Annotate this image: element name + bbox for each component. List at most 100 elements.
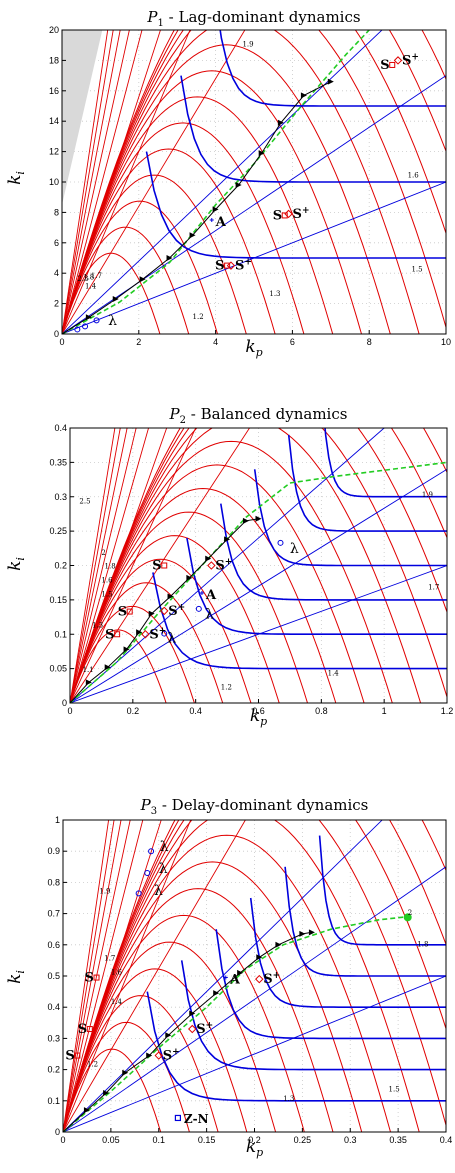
y-tick-label: 0.1 xyxy=(47,1096,60,1106)
y-tick-label: 0.4 xyxy=(54,423,67,433)
panel-3: 1.21.31.41.51.61.71.81.92S S+S S+S S+AλλλZ-… xyxy=(5,796,452,1159)
point-A-label: A xyxy=(229,973,241,988)
tuning-marker xyxy=(277,119,284,126)
arc-label: 1.4 xyxy=(85,282,97,290)
point-S-marker xyxy=(86,1026,93,1033)
y-tick-label: 12 xyxy=(49,147,59,157)
iso-curve-red xyxy=(63,820,446,1132)
tuning-marker xyxy=(165,1032,172,1039)
point-S-label: S xyxy=(65,1049,74,1064)
x-tick-label: 6 xyxy=(290,337,295,347)
iso-ray-red xyxy=(62,30,109,334)
tuning-marker xyxy=(258,150,265,157)
x-tick-label: 1.2 xyxy=(441,706,454,716)
iso-curve-red xyxy=(70,428,422,703)
iso-ray-red xyxy=(70,428,128,703)
arc-label: 1.8 xyxy=(417,940,428,948)
iso-curve-red xyxy=(70,487,337,703)
x-tick-label: 1 xyxy=(382,706,387,716)
point-A-label: A xyxy=(215,215,227,230)
x-tick-label: 0.35 xyxy=(389,1135,407,1145)
iso-curve-red xyxy=(63,820,420,1132)
tuning-path xyxy=(70,518,259,703)
lambda-ray xyxy=(62,181,446,334)
iso-curve-red xyxy=(70,605,195,703)
iso-ray-red xyxy=(62,30,143,334)
iso-curve-red xyxy=(63,941,277,1132)
x-tick-label: 0.6 xyxy=(252,706,265,716)
tuning-marker xyxy=(224,536,231,543)
iso-curve-red xyxy=(62,226,190,334)
x-tick-label: 0.2 xyxy=(127,706,140,716)
iso-level-blue xyxy=(284,866,446,977)
iso-ray-red xyxy=(63,820,122,1132)
y-tick-label: 0.7 xyxy=(47,909,60,919)
y-tick-label: 0.2 xyxy=(54,561,67,571)
point-S-marker xyxy=(160,606,169,616)
point-A-marker xyxy=(209,218,214,222)
tuning-path xyxy=(62,81,332,334)
point-S-plus-label: S+ xyxy=(263,971,280,987)
zn-label: Z-N xyxy=(184,1112,209,1126)
lambda-ray xyxy=(70,565,447,703)
tuning-marker xyxy=(213,990,220,997)
tuning-marker xyxy=(166,255,173,261)
lambda-ray xyxy=(63,975,446,1132)
iso-level-blue xyxy=(324,428,447,498)
arc-label: 1.2 xyxy=(193,313,204,321)
lambda-point xyxy=(93,317,100,324)
iso-level-blue xyxy=(180,960,446,1071)
x-tick-label: 0.25 xyxy=(294,1135,312,1145)
iso-ray-red xyxy=(62,30,130,334)
tuning-marker xyxy=(85,679,92,686)
iso-level-blue xyxy=(180,75,446,183)
x-tick-label: 0 xyxy=(59,337,64,347)
arc-label: 1.7 xyxy=(104,954,115,962)
iso-curve-red xyxy=(63,834,391,1132)
arc-label: 1.9 xyxy=(422,491,433,499)
point-S-marker xyxy=(207,561,216,570)
arc-label: 2 xyxy=(408,909,412,917)
iso-curve-red xyxy=(70,428,447,703)
iso-level-blue xyxy=(253,469,447,567)
iso-curve-red xyxy=(62,200,218,334)
iso-curve-red xyxy=(62,70,362,334)
y-tick-label: 0.35 xyxy=(49,457,67,467)
y-tick-label: 18 xyxy=(49,55,59,65)
arc-label: 1.3 xyxy=(283,1095,294,1103)
iso-ray-red xyxy=(63,820,144,1132)
iso-ray-red xyxy=(62,30,121,334)
iso-level-blue xyxy=(249,897,446,1008)
unstable-region xyxy=(62,30,103,205)
tuning-marker xyxy=(242,517,249,524)
lambda-ray xyxy=(70,468,447,703)
lambda-point xyxy=(74,326,81,333)
y-tick-label: 0.8 xyxy=(47,877,60,887)
arc-label: 2.3 xyxy=(77,275,88,283)
point-S-marker xyxy=(74,1052,81,1059)
tuning-marker xyxy=(148,610,155,617)
tuning-marker xyxy=(103,1090,110,1096)
plot-area xyxy=(70,428,447,703)
lambda-ray xyxy=(70,428,385,703)
tuning-marker xyxy=(123,646,130,653)
point-S-marker xyxy=(93,974,100,981)
iso-curve-red xyxy=(70,558,252,703)
arc-label: 2 xyxy=(101,549,105,557)
x-tick-label: 0.05 xyxy=(102,1135,120,1145)
tuning-marker xyxy=(122,1069,129,1076)
point-S-plus-label: S+ xyxy=(163,1048,180,1064)
arc-label: 1.7 xyxy=(91,272,102,280)
arc-label: 1.4 xyxy=(111,998,123,1006)
tuning-marker xyxy=(167,593,174,600)
iso-curve-red xyxy=(70,440,393,703)
iso-curve-red xyxy=(62,30,446,334)
tuning-marker xyxy=(205,555,212,562)
point-S-marker xyxy=(393,56,403,65)
point-S-plus-label: S+ xyxy=(149,626,166,642)
point-S-plus-label: S+ xyxy=(293,206,310,222)
y-tick-label: 6 xyxy=(54,238,59,248)
point-A-marker xyxy=(199,591,204,595)
lambda-label: λ xyxy=(290,541,299,557)
arc-label: 2.5 xyxy=(79,498,90,506)
